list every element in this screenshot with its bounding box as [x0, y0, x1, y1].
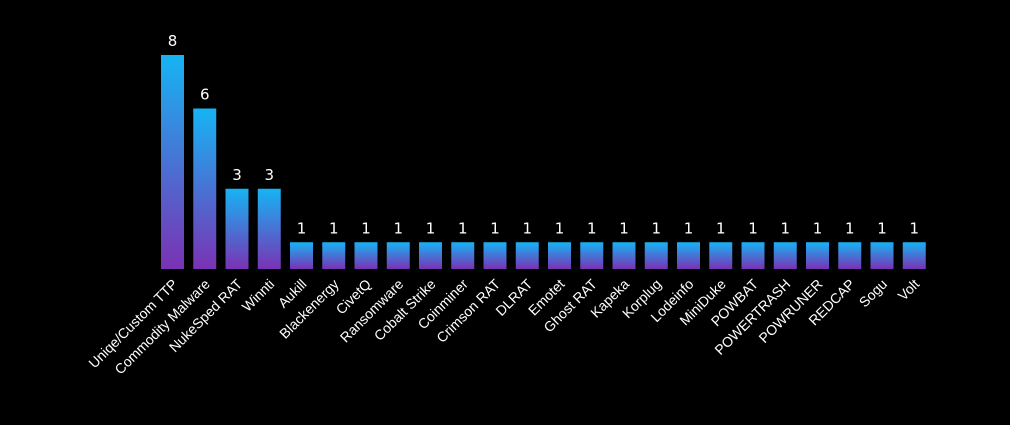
bar-4	[290, 242, 313, 269]
value-label-4: 1	[297, 219, 307, 237]
value-label-8: 1	[426, 219, 436, 237]
value-label-10: 1	[490, 219, 500, 237]
bar-21	[838, 242, 862, 269]
value-label-3: 3	[264, 166, 274, 184]
bar-5	[322, 242, 346, 269]
category-tick-label-3: Winnti	[239, 276, 278, 315]
bar-23	[902, 242, 926, 269]
value-label-6: 1	[361, 219, 371, 237]
value-label-13: 1	[587, 219, 597, 237]
bar-10	[483, 242, 507, 269]
bar-12	[548, 242, 571, 269]
bar-0	[161, 55, 184, 269]
bar-9	[451, 242, 475, 269]
bar-6	[354, 242, 378, 269]
value-label-0: 8	[168, 32, 178, 50]
value-label-21: 1	[845, 219, 855, 237]
value-label-18: 1	[748, 219, 758, 237]
bar-2	[225, 188, 249, 269]
value-label-1: 6	[200, 86, 210, 104]
value-label-12: 1	[555, 219, 565, 237]
bar-16	[677, 242, 700, 269]
value-label-17: 1	[716, 219, 726, 237]
bar-17	[709, 242, 733, 269]
category-tick-label-22: Sogu	[856, 276, 890, 310]
bar-13	[580, 242, 604, 269]
value-label-19: 1	[780, 219, 790, 237]
bar-20	[806, 242, 829, 269]
value-labels-layer: 8 6 3 3 1 1 1 1 1 1 1 1 1 1 1 1 1 1 1 1 1 1 1 1	[168, 32, 919, 237]
value-label-16: 1	[684, 219, 694, 237]
bar-18	[741, 242, 765, 269]
bar-3	[257, 188, 281, 269]
category-tick-label-23: Volt	[895, 276, 923, 304]
value-label-2: 3	[232, 166, 242, 184]
value-label-14: 1	[619, 219, 629, 237]
bar-19	[773, 242, 797, 269]
value-label-5: 1	[329, 219, 339, 237]
value-label-23: 1	[909, 219, 919, 237]
value-label-15: 1	[651, 219, 661, 237]
bar-14	[612, 242, 636, 269]
value-label-20: 1	[813, 219, 823, 237]
value-label-22: 1	[877, 219, 887, 237]
bar-11	[515, 242, 539, 269]
bar-15	[644, 242, 668, 269]
bar-1	[193, 108, 217, 269]
bar-22	[870, 242, 894, 269]
bar-7	[386, 242, 410, 269]
value-label-11: 1	[522, 219, 532, 237]
value-label-9: 1	[458, 219, 468, 237]
bar-8	[419, 242, 442, 269]
bars-layer	[161, 55, 926, 269]
value-label-7: 1	[393, 219, 403, 237]
